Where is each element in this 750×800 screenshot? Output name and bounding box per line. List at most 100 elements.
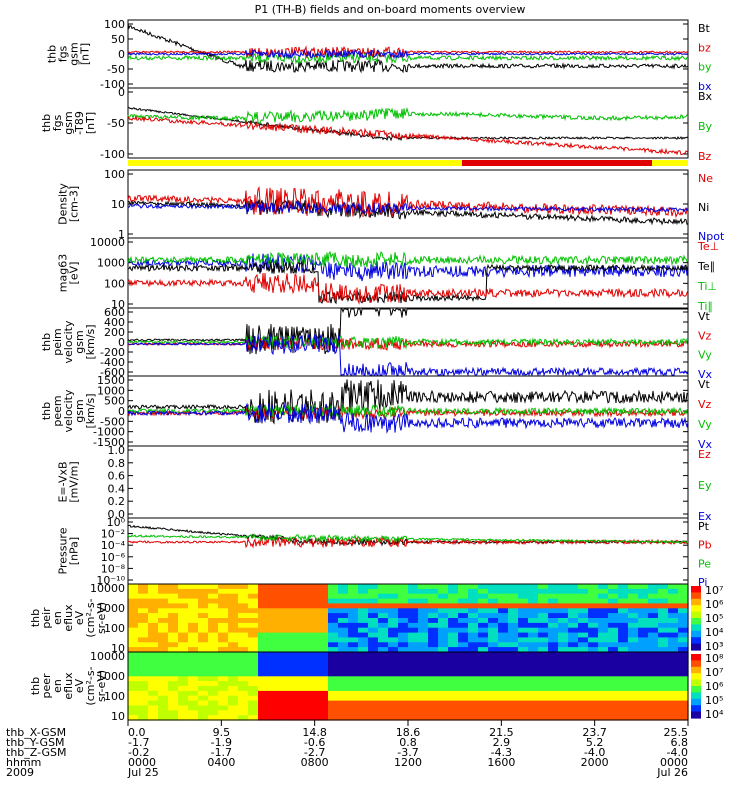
spectrogram-cell <box>438 700 449 707</box>
spectrogram-cell <box>378 593 389 600</box>
trace-red <box>127 272 689 305</box>
trace-blue <box>127 402 689 434</box>
spectrogram-cell <box>298 710 309 716</box>
spectrogram-cell <box>628 705 639 711</box>
spectrogram-cell <box>518 593 529 600</box>
spectrogram-cell <box>238 593 249 600</box>
spectrogram-cell <box>478 715 489 721</box>
spectrogram-cell <box>298 608 309 614</box>
spectrogram-cell <box>408 613 419 619</box>
spectrogram-cell <box>198 588 209 595</box>
spectrogram-cell <box>638 656 649 663</box>
spectrogram-cell <box>248 700 259 707</box>
spectrogram-cell <box>448 637 459 643</box>
panel-5: 6004002000-200-400-600thbpeimvelocitygsm… <box>40 306 713 381</box>
spectrogram-cell <box>488 647 499 653</box>
spectrogram-cell <box>518 676 529 682</box>
spectrogram-cell <box>338 588 349 595</box>
spectrogram-cell <box>368 613 379 619</box>
spectrogram-cell <box>428 705 439 711</box>
spectrogram-cell <box>288 652 299 658</box>
spectrogram-cell <box>428 598 439 605</box>
spectrogram-cell <box>178 603 189 609</box>
spectrogram-cell <box>498 661 509 668</box>
spectrogram-cell <box>188 608 199 614</box>
spectrogram-cell <box>328 671 339 677</box>
spectrogram-cell <box>558 700 569 707</box>
spectrogram-cell <box>608 588 619 595</box>
spectrogram-cell <box>678 642 689 648</box>
spectrogram-cell <box>568 695 579 702</box>
spectrogram-cell <box>548 700 559 707</box>
x-tick-value: -1.9 <box>211 736 232 749</box>
spectrogram-cell <box>448 715 459 721</box>
y-tick-label: -400 <box>100 356 125 369</box>
spectrogram-cell <box>338 671 349 677</box>
spectrogram-cell <box>228 598 239 605</box>
spectrogram-cell <box>408 656 419 663</box>
spectrogram-cell <box>478 705 489 711</box>
spectrogram-cell <box>278 608 289 614</box>
spectrogram-cell <box>518 647 529 653</box>
spectrogram-cell <box>318 593 329 600</box>
spectrogram-cell <box>218 622 229 629</box>
spectrogram-cell <box>348 652 359 658</box>
spectrogram-cell <box>298 676 309 682</box>
spectrogram-cell <box>148 647 159 653</box>
spectrogram-cell <box>298 656 309 663</box>
spectrogram-cell <box>588 618 599 624</box>
spectrogram-cell <box>288 705 299 711</box>
spectrogram-cell <box>408 661 419 668</box>
spectrogram-cell <box>208 700 219 707</box>
spectrogram-cell <box>658 584 669 590</box>
spectrogram-cell <box>288 642 299 648</box>
spectrogram-cell <box>338 593 349 600</box>
spectrogram-cell <box>548 666 559 673</box>
y-tick-label: -1500 <box>93 436 125 449</box>
spectrogram-cell <box>658 642 669 648</box>
spectrogram-cell <box>488 603 499 609</box>
spectrogram-cell <box>208 613 219 619</box>
spectrogram-cell <box>158 695 169 702</box>
spectrogram-cell <box>478 593 489 600</box>
spectrogram-cell <box>448 705 459 711</box>
spectrogram-cell <box>228 695 239 702</box>
spectrogram-cell <box>228 671 239 677</box>
spectrogram-cell <box>538 632 549 639</box>
spectrogram-cell <box>378 676 389 682</box>
spectrogram-cell <box>388 671 399 677</box>
spectrogram-cell <box>628 642 639 648</box>
spectrogram-cell <box>428 676 439 682</box>
spectrogram-cell <box>618 686 629 692</box>
spectrogram-cell <box>538 603 549 609</box>
spectrogram-cell <box>478 700 489 707</box>
figure-title: P1 (TH-B) fields and on-board moments ov… <box>255 3 526 16</box>
spectrogram-cell <box>338 700 349 707</box>
y-tick-label: -100 <box>100 148 125 161</box>
spectrogram-cell <box>218 652 229 658</box>
spectrogram-cell <box>468 695 479 702</box>
spectrogram-cell <box>408 715 419 721</box>
spectrogram-cell <box>608 710 619 716</box>
spectrogram-cell <box>408 671 419 677</box>
spectrogram-cell <box>138 671 149 677</box>
spectrogram-cell <box>558 671 569 677</box>
spectrogram-cell <box>658 661 669 668</box>
spectrogram-cell <box>598 656 609 663</box>
spectrogram-cell <box>478 637 489 643</box>
spectrogram-cell <box>228 647 239 653</box>
spectrogram-cell <box>318 613 329 619</box>
spectrogram-cell <box>358 584 369 590</box>
spectrogram-cell <box>568 622 579 629</box>
spectrogram-cell <box>588 608 599 614</box>
spectrogram-cell <box>458 647 469 653</box>
spectrogram-cell <box>578 656 589 663</box>
spectrogram-cell <box>658 598 669 605</box>
spectrogram-cell <box>428 618 439 624</box>
spectrogram-cell <box>488 622 499 629</box>
spectrogram-cell <box>398 584 409 590</box>
spectrogram-cell <box>538 598 549 605</box>
spectrogram-cell <box>328 613 339 619</box>
spectrogram-cell <box>218 705 229 711</box>
spectrogram-cell <box>368 661 379 668</box>
